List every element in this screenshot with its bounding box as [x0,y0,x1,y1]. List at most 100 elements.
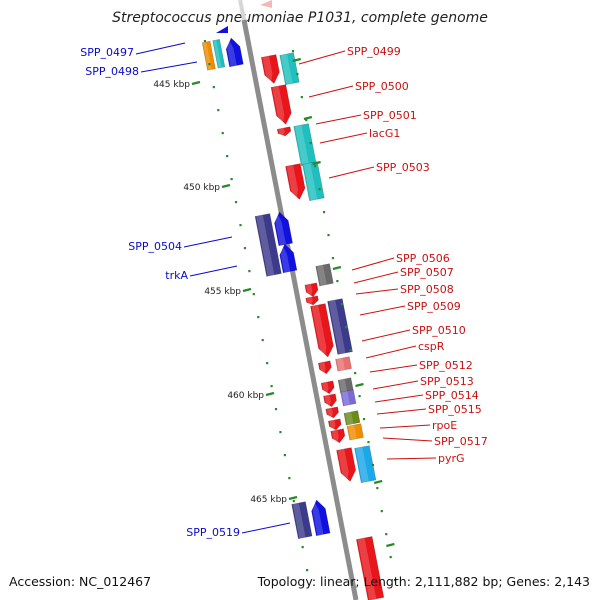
minor-tick [336,280,339,283]
gene-reverse-8 [304,282,319,298]
gene-reverse-12 [335,356,352,372]
label-lacg1: lacG1 [369,127,400,140]
gene-reverse-25 [356,536,385,600]
gene-reverse-22 [330,428,346,444]
label-cspr: cspR [418,340,445,353]
minor-tick [226,155,229,158]
leader-line [361,329,411,342]
gene-spp0519-a [291,501,313,540]
minor-tick [354,372,357,375]
minor-tick [288,477,291,480]
minor-tick [296,73,299,76]
gene-reverse-18 [325,406,339,419]
minor-tick [367,441,370,444]
gene-reverse-19 [343,410,361,426]
minor-tick [243,247,247,250]
label-spp0506: SPP_0506 [396,252,450,265]
major-tick [191,80,201,86]
gene-reverse-5 [285,163,306,200]
leader-line [298,50,346,65]
minor-tick [301,546,304,549]
leader-line [353,271,399,284]
label-spp0517: SPP_0517 [434,435,488,448]
major-tick [288,495,298,501]
label-spp0500: SPP_0500 [355,80,409,93]
minor-tick [376,487,379,490]
minor-tick [309,142,312,145]
major-tick-right [355,382,364,388]
clipped-gene-top-left [216,26,228,33]
leader-line [183,236,233,248]
label-spp0513: SPP_0513 [420,375,474,388]
backbone-line [241,19,359,600]
leader-line [374,394,424,403]
minor-tick [208,63,211,66]
gene-reverse-21 [346,423,364,441]
minor-tick [358,395,361,398]
gene-reverse-3 [276,126,292,137]
minor-tick [331,257,335,260]
minor-tick [217,109,220,112]
label-spp0497: SPP_0497 [80,46,134,59]
label-pyrg: pyrG [438,452,465,465]
scale-label: 445 kbp [153,80,190,90]
major-tick [221,183,231,189]
minor-tick [389,556,392,559]
scale-label: 460 kbp [227,391,264,401]
leader-line [355,288,399,295]
leader-line [382,437,433,442]
major-tick [265,391,275,397]
map-title: Streptococcus pneumoniae P1031, complete… [112,10,488,26]
label-spp0501: SPP_0501 [363,109,417,122]
leader-line [189,265,238,277]
gene-spp0504 [254,213,282,277]
clipped-gene-top-right [260,0,272,8]
leader-line [140,61,198,73]
minor-tick [221,132,224,135]
leader-line [372,380,419,390]
leader-line [315,114,362,125]
gene-reverse-24 [354,445,377,484]
label-spp0512: SPP_0512 [419,359,473,372]
gene-trka [279,243,298,274]
major-tick-right [373,479,383,485]
minor-tick [362,418,366,421]
leader-line [328,166,375,179]
genome-summary-text: Topology: linear; Length: 2,111,882 bp; … [257,574,590,589]
label-spp0503: SPP_0503 [376,161,430,174]
label-rpoe: rpoE [432,419,457,432]
minor-tick [261,339,264,342]
scale-label: 450 kbp [183,183,220,193]
gene-spp0504-b [274,211,293,247]
label-spp0519: SPP_0519 [186,526,240,539]
minor-tick [212,86,215,89]
gene-reverse-14 [337,377,354,394]
minor-tick [292,500,295,503]
leader-line [241,522,291,534]
scale-label: 455 kbp [204,287,241,297]
gene-reverse-15 [340,389,357,407]
minor-tick [239,224,242,227]
minor-tick [230,178,233,181]
minor-tick [371,464,375,467]
gene-spp0519 [311,499,331,537]
major-tick-right [386,542,395,548]
minor-tick [340,303,343,306]
minor-tick [327,234,330,237]
leader-line [365,345,417,359]
label-spp0504: SPP_0504 [128,240,182,253]
gene-spp0498 [225,37,244,68]
label-spp0509: SPP_0509 [407,300,461,313]
gene-reverse-23 [336,447,356,482]
leader-line [359,305,406,316]
accession-text: Accession: NC_012467 [9,574,152,589]
label-spp0499: SPP_0499 [347,45,401,58]
gene-reverse-13 [317,360,332,375]
leader-line [376,408,427,415]
major-tick-right [292,57,301,63]
gene-reverse-17 [323,393,337,408]
gene-reverse-16 [320,380,335,395]
minor-tick [283,454,287,457]
